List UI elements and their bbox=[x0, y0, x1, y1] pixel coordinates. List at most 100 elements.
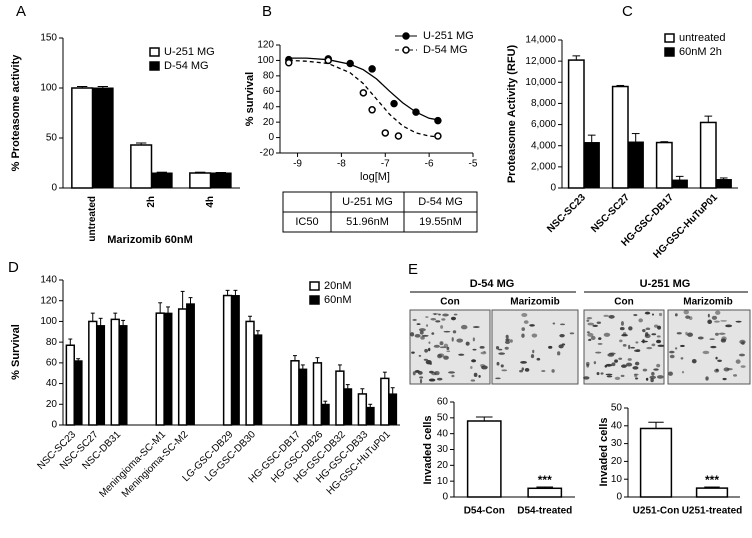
cell bbox=[668, 371, 673, 376]
bar bbox=[627, 141, 644, 189]
cell bbox=[428, 378, 436, 382]
legend-label: untreated bbox=[679, 32, 725, 44]
error-bar bbox=[323, 400, 328, 405]
y-tick-label: -20 bbox=[260, 148, 275, 159]
y-tick-label: 20 bbox=[437, 460, 449, 471]
cell bbox=[470, 379, 476, 382]
error-bar bbox=[719, 177, 728, 180]
condition-label: Con bbox=[440, 297, 459, 308]
legend-label: D-54 MG bbox=[423, 44, 468, 56]
legend-label: 60nM bbox=[324, 294, 352, 306]
cell bbox=[642, 329, 646, 333]
cell bbox=[479, 346, 485, 349]
y-tick-label: 50 bbox=[611, 403, 623, 414]
data-point bbox=[346, 59, 354, 68]
cell bbox=[683, 309, 689, 315]
x-axis-label: Marizomib 60nM bbox=[107, 234, 193, 246]
cell bbox=[656, 335, 661, 338]
x-tick-label: NSC-SC27 bbox=[589, 192, 632, 235]
x-tick-label: -8 bbox=[337, 159, 346, 170]
cell bbox=[606, 375, 613, 378]
panel-letter: D bbox=[8, 259, 19, 276]
cell bbox=[614, 376, 621, 380]
data-point bbox=[324, 56, 332, 65]
cell bbox=[705, 376, 709, 381]
cell bbox=[519, 369, 524, 373]
data-point bbox=[285, 58, 293, 67]
cell bbox=[740, 365, 746, 368]
cell bbox=[472, 348, 477, 351]
y-tick-label: 8,000 bbox=[531, 98, 556, 109]
cell bbox=[521, 333, 525, 338]
cell bbox=[531, 333, 538, 338]
error-bar bbox=[225, 289, 230, 296]
cell bbox=[715, 310, 721, 315]
cell bbox=[646, 346, 653, 350]
error-bar bbox=[631, 133, 640, 143]
bar bbox=[639, 427, 673, 498]
cell bbox=[691, 359, 697, 364]
cell bbox=[739, 339, 746, 345]
bar bbox=[312, 362, 323, 426]
cell bbox=[429, 362, 432, 365]
condition-label: Marizomib bbox=[683, 297, 732, 308]
legend-label: U-251 MG bbox=[164, 46, 215, 58]
bar bbox=[186, 303, 195, 426]
data-point bbox=[368, 65, 376, 73]
cell bbox=[583, 376, 590, 380]
cell bbox=[472, 326, 480, 328]
y-axis-label: % Proteasome activity bbox=[10, 54, 22, 172]
cell bbox=[443, 330, 451, 333]
cell bbox=[620, 374, 625, 378]
y-tick-label: 4,000 bbox=[531, 140, 556, 151]
bar bbox=[290, 360, 300, 426]
error-bar bbox=[68, 338, 73, 346]
x-tick-label: U251-treated bbox=[682, 506, 743, 517]
cell bbox=[520, 360, 527, 364]
fit-curve bbox=[288, 59, 438, 138]
panel-letter: B bbox=[262, 3, 272, 20]
cell bbox=[607, 353, 615, 357]
bar bbox=[155, 312, 165, 426]
cell bbox=[451, 337, 454, 342]
cell bbox=[651, 371, 655, 376]
cell bbox=[417, 371, 423, 375]
micrographs bbox=[409, 309, 751, 385]
cell bbox=[465, 341, 470, 346]
bar bbox=[253, 334, 263, 426]
cell bbox=[470, 366, 473, 369]
x-tick-label: -7 bbox=[381, 159, 390, 170]
cell bbox=[496, 361, 500, 366]
error-bar bbox=[572, 55, 581, 61]
cell bbox=[451, 374, 455, 378]
cell bbox=[627, 358, 632, 361]
cell bbox=[714, 332, 719, 336]
cell bbox=[569, 332, 575, 335]
cell bbox=[411, 351, 415, 354]
y-tick-label: 10,000 bbox=[525, 77, 556, 88]
cell bbox=[614, 359, 618, 363]
cell bbox=[653, 368, 659, 371]
cell bbox=[680, 344, 685, 347]
cell bbox=[633, 314, 638, 317]
error-bar bbox=[248, 315, 253, 322]
data-point bbox=[359, 89, 368, 97]
cell bbox=[435, 320, 441, 323]
cell bbox=[536, 357, 541, 361]
y-tick-label: 40 bbox=[437, 428, 449, 439]
legend-swatch bbox=[309, 281, 320, 291]
error-bar bbox=[97, 86, 108, 88]
error-bar bbox=[195, 171, 206, 173]
bar bbox=[466, 420, 502, 498]
y-tick-label: 60 bbox=[437, 397, 449, 408]
cell bbox=[443, 355, 449, 360]
cell bbox=[720, 320, 727, 322]
cell bbox=[548, 345, 553, 349]
cell bbox=[552, 322, 556, 325]
cell bbox=[412, 371, 416, 376]
y-tick-label: 10 bbox=[437, 476, 449, 487]
cell bbox=[619, 339, 623, 343]
error-bar bbox=[215, 172, 226, 173]
cell bbox=[428, 341, 431, 344]
y-tick-label: 100 bbox=[257, 55, 274, 66]
